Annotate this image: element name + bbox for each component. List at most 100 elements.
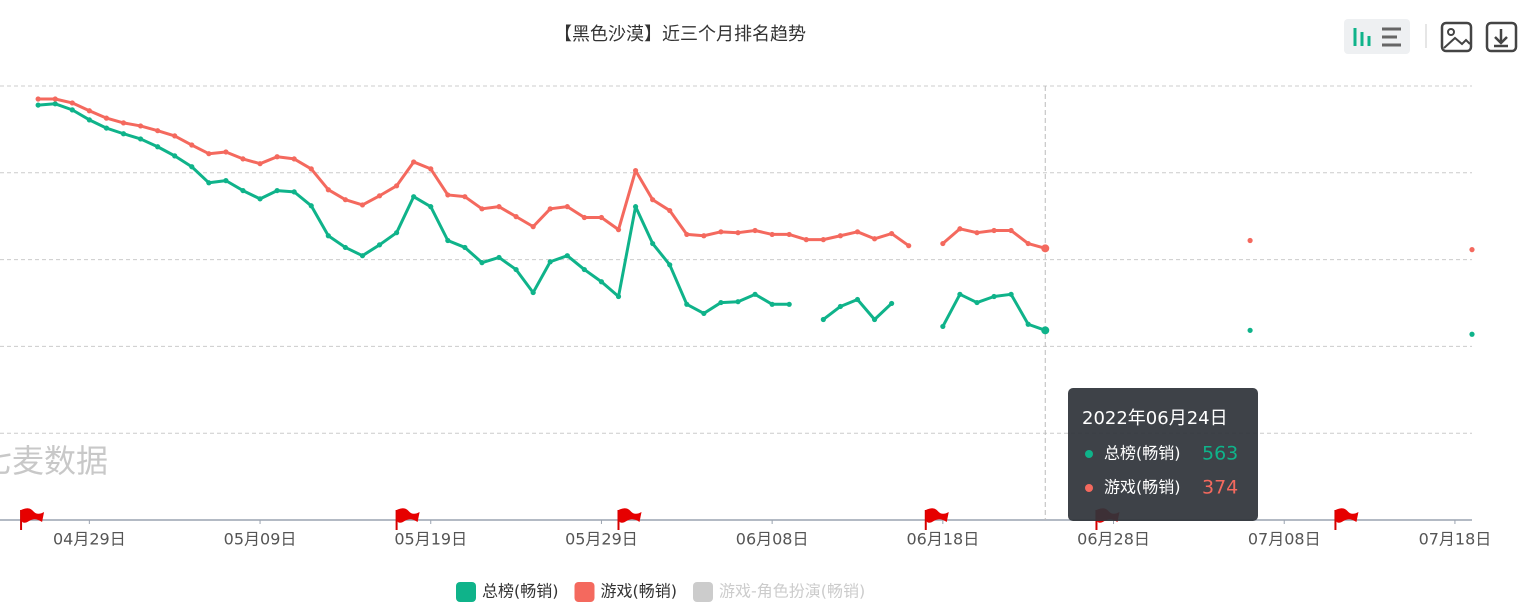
x-tick-label: 05月09日 [224, 530, 297, 549]
data-point [581, 266, 587, 273]
data-point [172, 133, 178, 139]
flag [21, 508, 45, 523]
legend-label: 总榜(畅销) [482, 582, 559, 601]
data-point [479, 206, 485, 212]
data-point [1247, 327, 1253, 333]
data-point [496, 204, 502, 210]
event-flag [395, 508, 420, 530]
x-tick-label: 07月08日 [1248, 530, 1321, 549]
data-point [52, 96, 58, 102]
data-point [615, 293, 622, 300]
tooltip-dot [1085, 450, 1093, 458]
data-point [1469, 331, 1475, 337]
tooltip-series-name: 游戏(畅销) [1104, 478, 1181, 497]
x-tick-label: 06月18日 [906, 530, 979, 549]
data-point [189, 142, 195, 148]
data-point [735, 230, 741, 236]
x-tick-label: 06月08日 [736, 530, 809, 549]
data-point [69, 100, 75, 106]
data-point [854, 229, 861, 235]
data-point [428, 166, 434, 172]
tooltip-value: 563 [1202, 443, 1238, 465]
data-point [718, 299, 724, 306]
data-point [86, 108, 92, 114]
data-point [786, 231, 792, 238]
data-point [974, 299, 980, 306]
data-point [1041, 326, 1050, 335]
data-point [667, 207, 673, 214]
data-point [564, 204, 570, 210]
tooltip-series-name: 总榜(畅销) [1104, 444, 1181, 463]
data-point [359, 202, 366, 208]
data-point [667, 262, 673, 268]
data-point [137, 136, 144, 142]
series-line [822, 298, 893, 321]
series-line [38, 97, 910, 247]
flag [396, 508, 420, 523]
data-point [359, 253, 366, 259]
data-point [752, 291, 758, 297]
watermark: 七麦数据 [0, 442, 108, 480]
data-point [701, 233, 707, 239]
data-point [684, 301, 690, 307]
data-point [718, 229, 724, 235]
data-point [701, 310, 707, 317]
download[interactable] [1485, 21, 1518, 53]
toolbar [1344, 19, 1518, 54]
data-point [632, 168, 639, 174]
data-point [735, 299, 741, 305]
data-point [598, 279, 605, 285]
legend-label: 游戏(畅销) [601, 582, 678, 601]
data-point [325, 187, 331, 193]
data-point [342, 244, 348, 251]
data-point [547, 206, 553, 212]
legend-item[interactable]: 游戏-角色扮演(畅销) [693, 582, 865, 603]
data-point [564, 253, 570, 259]
flag [925, 508, 949, 523]
legend-item[interactable]: 总榜(畅销) [456, 582, 559, 603]
tooltip-dot [1085, 484, 1093, 492]
data-point [462, 194, 468, 200]
data-point [394, 183, 400, 189]
data-point [991, 227, 997, 234]
save-image[interactable] [1440, 21, 1473, 53]
data-point [376, 193, 383, 199]
data-point [445, 237, 451, 244]
data-point [69, 107, 75, 113]
series-line [38, 102, 790, 315]
data-point [820, 237, 826, 243]
data-point [376, 242, 383, 248]
data-point [650, 240, 656, 247]
data-point [940, 240, 946, 247]
data-point [257, 196, 263, 202]
data-point [513, 214, 519, 220]
data-point [871, 316, 878, 323]
data-point [35, 96, 41, 102]
data-point [547, 259, 553, 265]
data-point [411, 159, 417, 165]
data-point [496, 254, 502, 261]
legend-label: 游戏-角色扮演(畅销) [719, 582, 865, 601]
data-point [530, 224, 536, 230]
tooltip-value: 374 [1202, 477, 1238, 499]
x-tick-label: 06月28日 [1077, 530, 1150, 549]
data-point [615, 227, 622, 233]
data-point [103, 115, 110, 121]
data-point [974, 230, 980, 236]
data-point [871, 236, 878, 242]
data-point [1025, 240, 1031, 247]
data-point [189, 164, 195, 170]
data-point [786, 301, 792, 307]
legend-item[interactable]: 游戏(畅销) [574, 582, 678, 603]
flag [1335, 508, 1359, 523]
data-point [462, 244, 468, 251]
data-point [1247, 237, 1253, 244]
legend-swatch [693, 582, 713, 602]
data-point [1025, 321, 1031, 327]
data-point [684, 231, 690, 238]
data-point [889, 300, 895, 307]
data-point [394, 230, 400, 236]
